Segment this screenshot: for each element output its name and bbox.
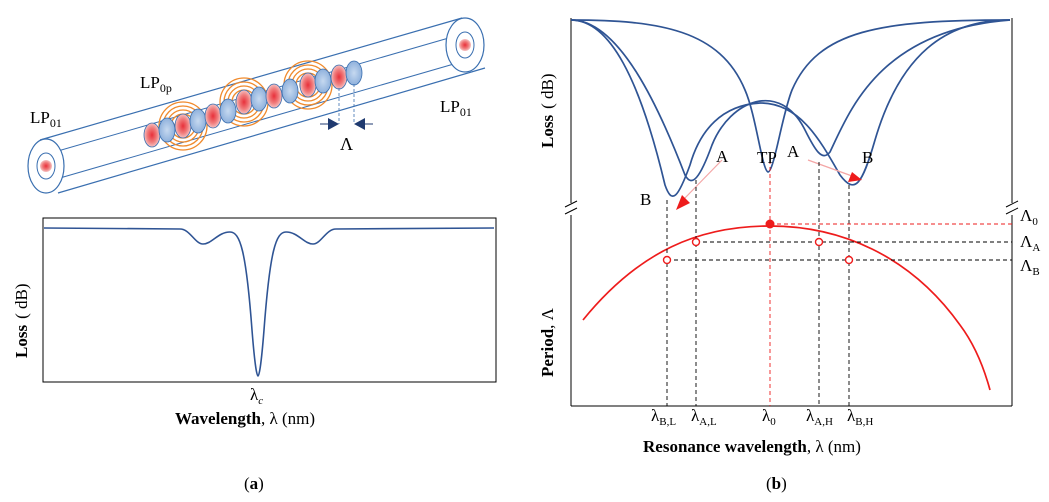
panel-a-loss-curve [43,227,495,377]
red-guides [769,160,1012,406]
tick-Lambda-B: ΛB [1020,256,1040,278]
period-arrow-right [354,118,365,130]
core-bottom-edge [52,56,479,181]
period-curve [582,225,991,391]
shift-arrow-left-head [676,195,690,210]
left-mode-spot [40,160,52,172]
shift-arrow-left-line [682,159,723,201]
fiber-right-core [455,31,475,59]
marker-lambda-0 [765,219,775,229]
mode-label-in: LP01 [30,108,62,130]
loss-curve-TP [570,19,1011,173]
panel-a-y-label: Loss( dB) [12,284,31,359]
panel-a-tick-lambda-c: λc [250,385,263,407]
tick-lambda-BL: λB,L [651,406,676,428]
right-mode-spot [459,39,471,51]
label-A-left: A [716,147,729,166]
panel-b-bottom-y-label: Period, Λ [538,307,557,377]
loss-curve-B [570,19,1011,197]
panel-b-caption: (b) [766,474,787,493]
label-A-right: A [787,142,800,161]
panel-a-x-label: Wavelength, λ (nm) [175,409,315,428]
period-label: Λ [340,134,353,154]
mode-label-cladding: LP0p [140,73,172,95]
tick-lambda-0: λ0 [762,406,776,428]
panel-a-spectrum: Loss( dB) λc Wavelength, λ (nm) (a) [12,217,497,493]
right-axis-break [1005,200,1019,215]
fiber-diagram: LP01 LP0p LP01 Λ [27,17,486,194]
panel-b-top-y-label: Loss( dB) [538,74,557,149]
shift-arrow-right-head [848,172,862,182]
tick-Lambda-A: ΛA [1020,232,1040,254]
left-axis-break [564,200,578,215]
grating-disks [143,60,363,148]
period-arrow-left [328,118,339,130]
black-guides [666,162,1012,406]
tick-lambda-AL: λA,L [691,406,717,428]
mode-label-out: LP01 [440,97,472,119]
fiber-left-core [36,152,56,180]
label-TP: TP [757,148,777,167]
markers-A-B [662,237,854,265]
label-B-left: B [640,190,651,209]
tick-Lambda-0: Λ0 [1020,206,1038,228]
shift-arrow-right-line [807,159,853,177]
panel-a-frame [42,217,497,383]
panel-b-x-label: Resonance wavelength, λ (nm) [643,437,861,456]
label-B-right: B [862,148,873,167]
cladding-bottom-edge [57,67,486,194]
loss-curve-A [570,19,1011,182]
panel-b: B A TP A B Λ0 ΛA ΛB λB,L λA,L λ0 λA,H λB… [538,18,1040,493]
panel-b-loss-curves [570,19,1011,197]
tick-lambda-BH: λB,H [847,406,873,428]
panel-a-caption: (a) [244,474,264,493]
tick-lambda-AH: λA,H [806,406,833,428]
